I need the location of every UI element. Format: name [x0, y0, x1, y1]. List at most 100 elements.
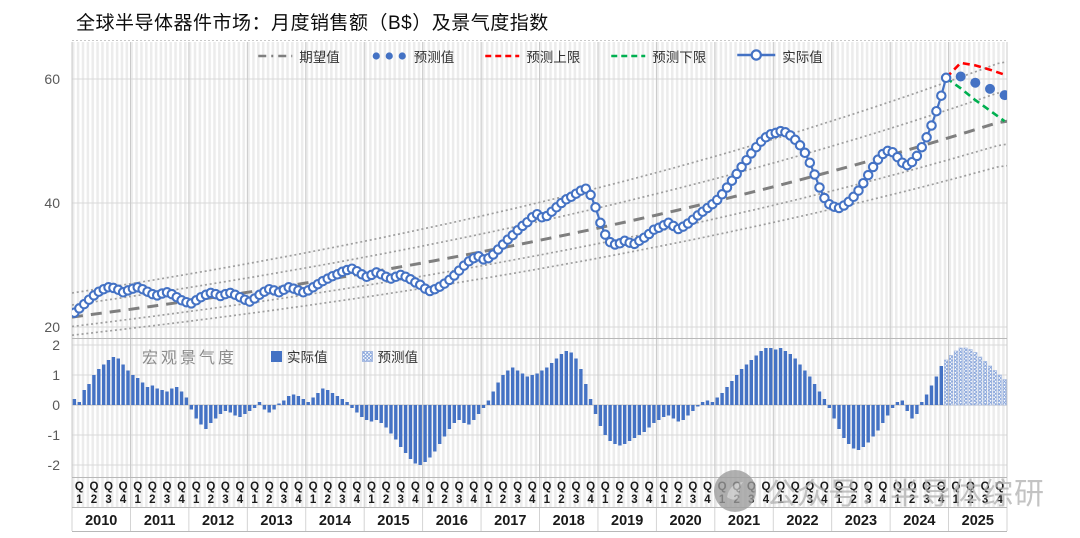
actual-bar [102, 364, 106, 405]
forecast-bar [983, 361, 988, 406]
tick-label: 3 [164, 494, 170, 506]
actual-bar [287, 396, 291, 405]
actual-bar [851, 405, 856, 449]
actual-bar [97, 369, 101, 405]
actual-bar [788, 354, 792, 405]
gridlines [71, 40, 1008, 532]
actual-bar [681, 405, 685, 420]
actual-bar [248, 405, 252, 411]
forecast-dots-swatch-icon [370, 49, 408, 64]
actual-bar [136, 378, 140, 405]
legend-label: 预测值 [377, 350, 419, 365]
tick-label: 2 [266, 494, 272, 506]
actual-bar [243, 405, 247, 414]
upper-line-swatch-icon [484, 49, 520, 64]
forecast-bar [973, 352, 978, 406]
actual-bar [905, 405, 909, 411]
actual-bar [822, 399, 827, 405]
tick-label: Q [177, 481, 186, 493]
forecast-bar [968, 349, 973, 406]
actual-bar [77, 402, 81, 405]
tick-label: Q [966, 481, 975, 493]
actual-bar [662, 405, 666, 417]
tick-label: 4 [178, 494, 185, 506]
actual-bar [861, 405, 865, 447]
bar-forecast-swatch-icon [361, 350, 373, 362]
actual-bar [574, 358, 578, 405]
tick-label: Q [309, 481, 318, 493]
legend-item-expected: 期望值 [257, 46, 340, 66]
tick-label: Q [659, 481, 668, 493]
legend-item-upper: 预测上限 [484, 46, 580, 66]
actual-bar [267, 405, 271, 413]
actual-bar [920, 402, 924, 405]
tick-label: Q [338, 481, 347, 493]
legend-label: 预测值 [413, 50, 455, 65]
actual-bar [783, 351, 788, 405]
actual-bar [515, 370, 520, 405]
tick-label: 2024 [903, 513, 935, 529]
actual-bar [369, 405, 374, 422]
tick-label: 2011 [144, 513, 175, 529]
legend-item-actual: 实际值 [736, 46, 823, 66]
tick-label: 4 [938, 494, 945, 506]
forecast-bar [1002, 379, 1007, 406]
tick-label: Q [805, 481, 814, 493]
actual-bar [545, 367, 549, 405]
tick-label: Q [265, 481, 274, 493]
tick-label: Q [776, 481, 785, 493]
tick-label: 2 [208, 494, 214, 506]
tick-label: 3 [281, 494, 287, 506]
actual-bar [228, 405, 232, 413]
tick-label: 1 [193, 494, 200, 506]
tick-label: 3 [105, 494, 111, 506]
tick-label: Q [542, 481, 551, 493]
tick-label: Q [396, 481, 405, 493]
actual-bar [316, 393, 320, 405]
actual-bar [798, 364, 802, 405]
confidence-band-line [72, 60, 1007, 294]
tick-label: -2 [48, 457, 61, 473]
tick-label: Q [995, 481, 1004, 493]
forecast-upper-line [945, 61, 1006, 79]
tick-label: 2012 [202, 513, 234, 529]
tick-label: 4 [763, 494, 770, 506]
actual-bar [379, 405, 383, 423]
actual-bar [934, 376, 939, 405]
actual-bar [345, 402, 349, 405]
actual-bar [350, 405, 354, 408]
tick-label: Q [411, 481, 420, 493]
actual-bar [793, 358, 797, 405]
actual-bar [326, 390, 330, 405]
tick-label: Q [279, 481, 288, 493]
actual-bar [744, 364, 749, 405]
actual-bar [457, 405, 461, 420]
actual-bar [535, 373, 539, 405]
actual-bar [876, 405, 880, 431]
tick-label: Q [192, 481, 201, 493]
actual-bar [778, 348, 783, 405]
actual-bar [311, 397, 315, 405]
actual-bar [72, 399, 77, 405]
forecast-bar [992, 370, 997, 406]
actual-bar [360, 405, 364, 417]
tick-label: 1 [544, 494, 551, 506]
actual-bar [924, 394, 929, 405]
tick-label: 2 [558, 494, 564, 506]
tick-label: Q [615, 481, 624, 493]
actual-bar [915, 405, 919, 414]
actual-bar [121, 364, 125, 405]
confidence-band-line [72, 143, 1007, 328]
tick-label: 2 [909, 494, 915, 506]
tick-label: 3 [807, 494, 813, 506]
actual-bar [486, 400, 491, 405]
actual-bar [832, 405, 836, 419]
tick-label: 2 [675, 494, 681, 506]
tick-label: 1 [427, 494, 434, 506]
tick-label: 2 [383, 494, 389, 506]
actual-bar [447, 405, 452, 429]
tick-label: Q [951, 481, 960, 493]
forecast-bar [958, 347, 963, 406]
legend-item-bar-forecast: 预测值 [361, 346, 419, 366]
